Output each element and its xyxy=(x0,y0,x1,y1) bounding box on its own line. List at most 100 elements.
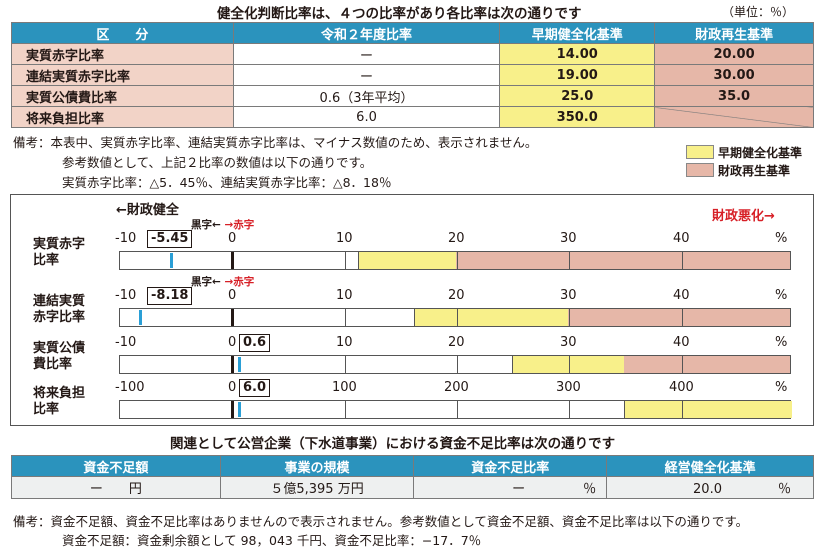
gauge-separator xyxy=(682,401,683,418)
gauge-separator xyxy=(457,309,458,326)
related-title: 関連として公営企業（下水道事業）における資金不足比率は次の通りです xyxy=(170,436,616,452)
legend-rebuild-label: 財政再生基準 xyxy=(718,164,791,178)
gauge-tick-label: 20 xyxy=(448,231,465,246)
gauge-row-label-line: 費比率 xyxy=(33,357,73,372)
related-table-header: 資金不足額 事業の規模 資金不足比率 経営健全化基準 xyxy=(11,455,814,477)
gauge-row-label: 実質赤字 比率 xyxy=(33,237,85,269)
surplus-deficit-label: 黒字← →赤字 xyxy=(191,217,254,232)
gauge-separator xyxy=(569,309,570,326)
early-zone xyxy=(512,356,624,373)
early-zone xyxy=(414,309,568,326)
col-header-scale: 事業の規模 xyxy=(219,455,415,477)
row-early: 350.0 xyxy=(499,106,656,128)
note-line-3: 実質赤字比率：△5．45％、連結実質赤字比率：△8．18％ xyxy=(62,175,392,190)
gauge-tick-label: 300 xyxy=(556,380,581,395)
gauge-tick-label: 100 xyxy=(332,380,357,395)
gauge-row-label-line: 将来負担 xyxy=(33,386,86,401)
gauge-separator xyxy=(569,252,570,269)
legend-early-swatch xyxy=(686,145,714,159)
gauge-tick-label: % xyxy=(775,288,788,303)
value-box: 0.6 xyxy=(239,334,271,352)
gauge-tick-label: 0 xyxy=(228,380,237,395)
gauge-tick-label: % xyxy=(775,380,788,395)
value-box: -5.45 xyxy=(147,230,193,248)
surplus-label: 黒字← xyxy=(191,219,221,231)
gauge-tick-label: -10 xyxy=(115,288,137,303)
gauge-panel: ←財政健全 財政悪化→ 実質赤字 比率 -10 0 10 20 30 40% -5.45 黒字← … xyxy=(10,194,814,426)
direction-healthy: ←財政健全 xyxy=(116,203,179,218)
gauge-tick-label: 40 xyxy=(673,335,690,350)
gauge-separator xyxy=(345,252,346,269)
gauge-separator xyxy=(569,356,570,373)
cell-ratio: ー％ xyxy=(413,476,608,499)
zero-line xyxy=(231,401,234,418)
gauge-tick-label: 30 xyxy=(560,231,577,246)
col-header-ratio: 資金不足比率 xyxy=(413,455,608,477)
note-line-1: 備考：本表中、実質赤字比率、連結実質赤字比率は、マイナス数値のため、表示されませ… xyxy=(13,135,538,150)
note2-line-1: 備考：資金不足額、資金不足比率はありませんので表示されません。参考数値として資金… xyxy=(13,514,749,529)
gauge-tick-label: 10 xyxy=(336,335,353,350)
value-marker xyxy=(237,402,241,417)
row-name: 実質赤字比率 xyxy=(11,43,234,65)
gauge-row-label-line: 赤字比率 xyxy=(33,310,86,325)
row-early: 19.00 xyxy=(499,64,656,86)
gauge-tick-label: 30 xyxy=(560,335,577,350)
col-header-standard: 経営健全化基準 xyxy=(606,455,814,477)
gauge-bar xyxy=(119,308,791,327)
row-early: 14.00 xyxy=(499,43,656,65)
ratio-table: 区 分 令和２年度比率 早期健全化基準 財政再生基準 実質赤字比率 ー 14.0… xyxy=(11,22,814,128)
table-row: 実質赤字比率 ー 14.00 20.00 xyxy=(11,43,814,65)
gauge-row-label-line: 比率 xyxy=(33,253,60,268)
col-header-shortfall: 資金不足額 xyxy=(11,455,221,477)
gauge-tick-label: 20 xyxy=(448,335,465,350)
gauge-tick-label: 10 xyxy=(336,231,353,246)
gauge-row-label-line: 実質赤字 xyxy=(33,237,86,252)
gauge-separator xyxy=(345,401,346,418)
legend-early-label: 早期健全化基準 xyxy=(718,146,803,160)
gauge-tick-label: 30 xyxy=(560,288,577,303)
gauge-separator xyxy=(512,356,513,373)
zero-line xyxy=(231,252,234,269)
value-marker xyxy=(169,253,173,268)
row-value: 0.6（3年平均） xyxy=(232,85,501,107)
row-value: ー xyxy=(232,43,501,65)
gauge-separator xyxy=(358,252,359,269)
gauge-separator xyxy=(414,309,415,326)
surplus-label: 黒字← xyxy=(191,276,221,288)
early-zone xyxy=(624,401,792,418)
gauge-tick-label: % xyxy=(775,231,788,246)
early-zone xyxy=(358,252,456,269)
gauge-separator xyxy=(457,356,458,373)
table-row: 将来負担比率 6.0 350.0 xyxy=(11,106,814,128)
gauge-separator xyxy=(624,401,625,418)
rebuild-zone xyxy=(456,252,790,269)
gauge-tick-label: 40 xyxy=(673,231,690,246)
row-rebuild-empty xyxy=(654,106,814,128)
gauge-tick-label: 200 xyxy=(444,380,469,395)
cell-standard: 20.0 ％ xyxy=(606,476,814,499)
table-row: 連結実質赤字比率 ー 19.00 30.00 xyxy=(11,64,814,86)
gauge-tick-label: 40 xyxy=(673,288,690,303)
row-name: 実質公債費比率 xyxy=(11,85,234,107)
ratio-table-header: 区 分 令和２年度比率 早期健全化基準 財政再生基準 xyxy=(11,22,814,44)
gauge-tick-label: % xyxy=(775,335,788,350)
direction-worse: 財政悪化→ xyxy=(712,209,775,224)
gauge-tick-label: 0 xyxy=(228,231,237,246)
gauge-separator xyxy=(682,356,683,373)
gauge-separator xyxy=(682,309,683,326)
row-rebuild: 20.00 xyxy=(654,43,814,65)
gauge-tick-label: -10 xyxy=(115,335,137,350)
gauge-tick-label: -10 xyxy=(115,231,137,246)
row-name: 将来負担比率 xyxy=(11,106,234,128)
gauge-bar xyxy=(119,251,791,270)
zero-line xyxy=(231,356,234,373)
row-value: 6.0 xyxy=(232,106,501,128)
gauge-tick-label: 20 xyxy=(448,288,465,303)
zero-line xyxy=(231,309,234,326)
surplus-deficit-label: 黒字← →赤字 xyxy=(191,274,254,289)
gauge-tick-label: -100 xyxy=(115,380,145,395)
gauge-bar xyxy=(119,400,792,419)
note-line-2: 参考数値として、上記２比率の数値は以下の通りです。 xyxy=(62,155,373,170)
rebuild-zone xyxy=(624,356,790,373)
gauge-separator xyxy=(457,401,458,418)
